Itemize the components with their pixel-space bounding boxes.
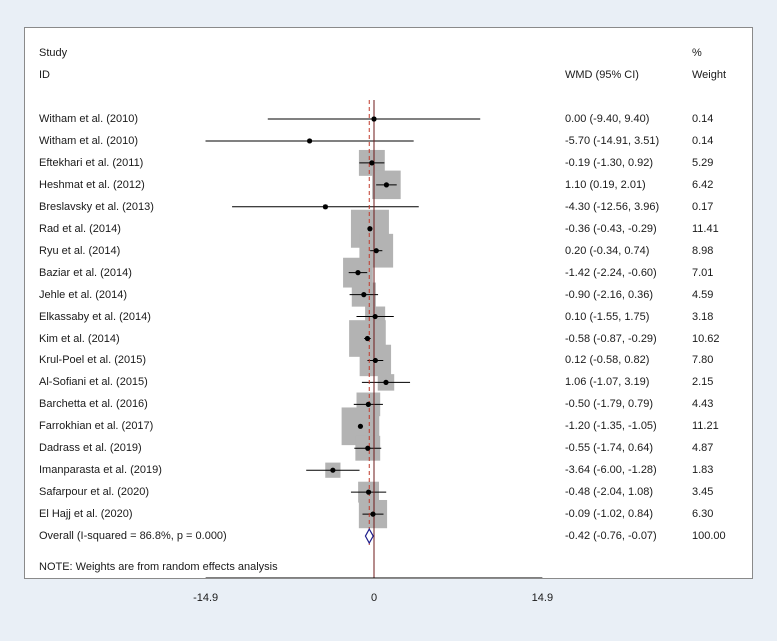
point-estimate bbox=[383, 182, 390, 188]
weight-text: 11.41 bbox=[692, 222, 719, 235]
ci-text: -3.64 (-6.00, -1.28) bbox=[565, 464, 657, 477]
study-label: Kim et al. (2014) bbox=[39, 332, 120, 345]
ci-text: 1.10 (0.19, 2.01) bbox=[565, 178, 646, 191]
ci-text: -0.19 (-1.30, 0.92) bbox=[565, 156, 654, 169]
ci-text: -1.42 (-2.24, -0.60) bbox=[565, 266, 657, 279]
weight-text: 4.87 bbox=[692, 442, 714, 455]
header-id: ID bbox=[39, 69, 50, 81]
weight-text: 6.30 bbox=[692, 508, 714, 521]
weight-text: 1.83 bbox=[692, 464, 714, 477]
point-estimate bbox=[306, 138, 313, 144]
ci-text: -5.70 (-14.91, 3.51) bbox=[565, 134, 660, 147]
weight-text: 0.17 bbox=[692, 200, 714, 213]
weight-text: 0.14 bbox=[692, 113, 714, 125]
study-label: Rad et al. (2014) bbox=[39, 222, 121, 235]
ci-text: 0.10 (-1.55, 1.75) bbox=[565, 310, 650, 323]
study-label: Baziar et al. (2014) bbox=[39, 266, 132, 279]
study-label: Krul-Poel et al. (2015) bbox=[39, 354, 146, 367]
weight-text: 4.59 bbox=[692, 288, 714, 301]
note-text: NOTE: Weights are from random effects an… bbox=[39, 561, 278, 573]
study-label: Elkassaby et al. (2014) bbox=[39, 310, 151, 323]
x-tick-label: 14.9 bbox=[531, 592, 554, 604]
point-estimate bbox=[370, 511, 376, 517]
study-label: Ryu et al. (2014) bbox=[39, 244, 121, 257]
ci-text: 0.20 (-0.34, 0.74) bbox=[565, 244, 650, 257]
point-estimate bbox=[364, 335, 371, 342]
point-estimate bbox=[357, 423, 364, 429]
weight-text: 4.43 bbox=[692, 398, 714, 411]
weight-text: 2.15 bbox=[692, 376, 714, 389]
ci-text: 0.00 (-9.40, 9.40) bbox=[565, 113, 650, 125]
point-estimate bbox=[322, 204, 329, 210]
point-estimate bbox=[369, 160, 375, 166]
forest-plot-panel: Study ID WMD (95% CI) % Weight Witham et… bbox=[24, 27, 753, 604]
ci-text: -0.48 (-2.04, 1.08) bbox=[565, 486, 654, 499]
point-estimate bbox=[367, 226, 373, 232]
x-tick-label: -14.9 bbox=[193, 592, 219, 604]
weight-text: 6.42 bbox=[692, 178, 714, 191]
point-estimate bbox=[330, 467, 336, 473]
weight-text: 3.18 bbox=[692, 310, 714, 323]
study-label: Breslavsky et al. (2013) bbox=[39, 200, 154, 213]
weight-text: 0.14 bbox=[692, 134, 714, 147]
ci-text: 1.06 (-1.07, 3.19) bbox=[565, 376, 650, 389]
point-estimate bbox=[372, 313, 378, 320]
study-label: Witham et al. (2010) bbox=[39, 134, 139, 147]
weight-text: 7.01 bbox=[692, 266, 714, 279]
weight-text: 5.29 bbox=[692, 156, 714, 169]
ci-text: -0.90 (-2.16, 0.36) bbox=[565, 288, 654, 301]
point-estimate bbox=[371, 116, 377, 122]
ci-text: 0.12 (-0.58, 0.82) bbox=[565, 354, 650, 367]
ci-text: -0.36 (-0.43, -0.29) bbox=[565, 222, 657, 235]
overall-label: Overall (I-squared = 86.8%, p = 0.000) bbox=[39, 530, 227, 543]
study-label: Farrokhian et al. (2017) bbox=[39, 420, 154, 433]
overall-weight-text: 100.00 bbox=[692, 530, 726, 543]
overall-ci-text: -0.42 (-0.76, -0.07) bbox=[565, 530, 657, 543]
ci-text: -0.55 (-1.74, 0.64) bbox=[565, 442, 654, 455]
ci-text: -1.20 (-1.35, -1.05) bbox=[565, 420, 657, 433]
study-label: Jehle et al. (2014) bbox=[39, 288, 128, 301]
study-label: Al-Sofiani et al. (2015) bbox=[39, 376, 148, 389]
study-label: Imanparasta et al. (2019) bbox=[39, 464, 162, 477]
study-label: Heshmat et al. (2012) bbox=[39, 178, 145, 191]
header-effect: WMD (95% CI) bbox=[565, 69, 639, 81]
study-label: Witham et al. (2010) bbox=[39, 113, 139, 125]
point-estimate bbox=[365, 445, 371, 451]
header-weight: Weight bbox=[692, 69, 727, 81]
point-estimate bbox=[355, 270, 361, 276]
ci-text: -0.09 (-1.02, 0.84) bbox=[565, 508, 654, 521]
weight-text: 3.45 bbox=[692, 486, 714, 499]
study-label: Barchetta et al. (2016) bbox=[39, 398, 148, 411]
point-estimate bbox=[373, 248, 379, 254]
weight-text: 11.21 bbox=[692, 420, 719, 433]
weight-text: 7.80 bbox=[692, 354, 714, 367]
study-label: Safarpour et al. (2020) bbox=[39, 486, 150, 499]
study-label: Eftekhari et al. (2011) bbox=[39, 156, 144, 169]
ci-text: -4.30 (-12.56, 3.96) bbox=[565, 200, 660, 213]
point-estimate bbox=[365, 489, 372, 495]
point-estimate bbox=[365, 401, 371, 407]
study-label: Dadrass et al. (2019) bbox=[39, 442, 142, 455]
x-tick-label: 0 bbox=[370, 592, 378, 604]
ci-text: -0.50 (-1.79, 0.79) bbox=[565, 398, 654, 411]
weight-text: 10.62 bbox=[692, 332, 720, 345]
overall-diamond bbox=[364, 527, 374, 545]
header-study: Study bbox=[39, 47, 68, 59]
weight-text: 8.98 bbox=[692, 244, 714, 257]
ci-text: -0.58 (-0.87, -0.29) bbox=[565, 332, 657, 345]
study-label: El Hajj et al. (2020) bbox=[39, 508, 133, 521]
point-estimate bbox=[372, 357, 378, 364]
forest-plot-svg bbox=[205, 100, 543, 578]
point-estimate bbox=[361, 292, 367, 298]
point-estimate bbox=[383, 379, 389, 385]
header-percent: % bbox=[692, 47, 702, 59]
